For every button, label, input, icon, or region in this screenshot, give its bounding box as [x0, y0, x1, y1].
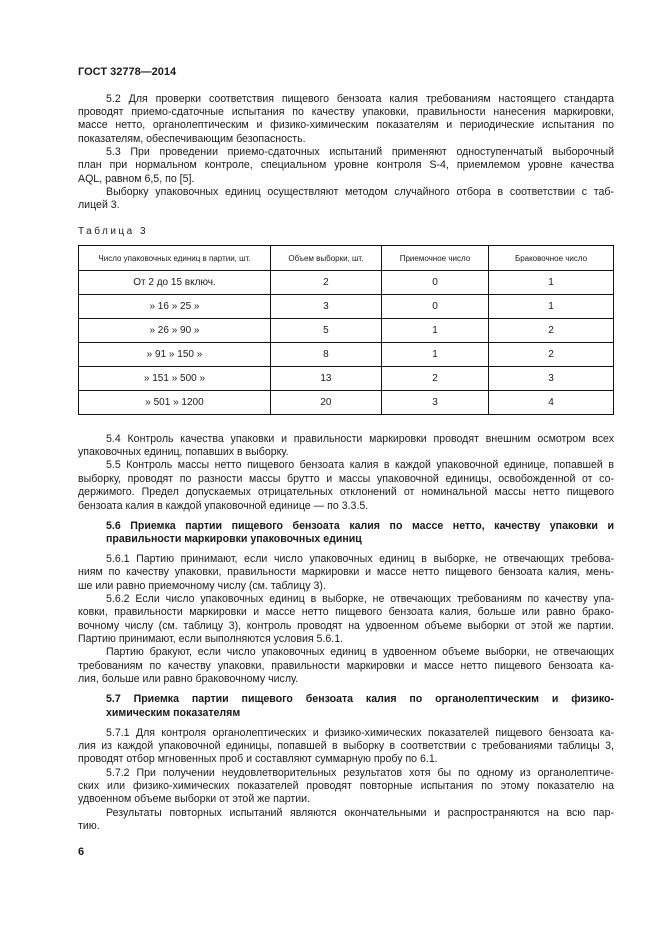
paragraph-line: план при нормальном контроле, специально… — [78, 159, 614, 171]
paragraph-line: ше или равно приемочному числу (см. табл… — [78, 580, 326, 592]
table-cell: » 91 » 150 » — [78, 342, 271, 367]
table-header-row: Число упаковочных единиц в партии, шт. Об… — [78, 245, 614, 271]
column-header: Приемочное число — [380, 245, 490, 271]
paragraph-line: ниям по качеству упаковки, правильности … — [78, 566, 614, 578]
paragraph-line: AQL, равном 6,5, по [5]. — [78, 173, 195, 185]
paragraph-line: лия из каждой упаковочной единицы, попав… — [78, 740, 614, 752]
table-cell: 3 — [488, 366, 614, 391]
paragraph-line: проводят отбор мгновенных проб и составл… — [78, 753, 438, 765]
table-cell: 8 — [269, 342, 382, 367]
column-header: Браковочное число — [488, 245, 614, 271]
table-3: Число упаковочных единиц в партии, шт. Об… — [78, 245, 614, 415]
paragraph-line: массе нетто, органолептическим и физико-… — [78, 119, 614, 131]
paragraph-line: упаковочных единиц, попавших в выборку. — [78, 446, 289, 458]
document-header: ГОСТ 32778—2014 — [78, 66, 177, 78]
page-number: 6 — [78, 846, 85, 858]
section-heading-line: 5.6 Приемка партии пищевого бензоата кал… — [106, 520, 614, 532]
table-cell: 2 — [488, 342, 614, 367]
paragraph-line: вочному числу (см. таблицу 3), контроль … — [78, 620, 614, 632]
paragraph-line: показателям, обеспечивающим безопасность… — [78, 133, 306, 145]
paragraph-line: ских или физико-химических показателей п… — [78, 780, 614, 792]
table-cell: 2 — [488, 318, 614, 343]
table-row: » 16 » 25 » 3 0 1 — [78, 294, 614, 319]
table-cell: » 16 » 25 » — [78, 294, 271, 319]
paragraph-line: лицей 3. — [78, 199, 120, 211]
table-cell: 2 — [269, 270, 382, 295]
section-heading-line: химическим показателям — [106, 707, 241, 719]
table-caption: Таблица 3 — [78, 226, 149, 237]
paragraph-line: Партию бракуют, если число упаковочных е… — [106, 646, 614, 658]
table-cell: » 501 » 1200 — [78, 390, 271, 415]
table-cell: » 151 » 500 » — [78, 366, 271, 391]
paragraph-line: проводят приемо-сдаточные испытания по к… — [78, 106, 614, 118]
table-cell: » 26 » 90 » — [78, 318, 271, 343]
column-header: Число упаковочных единиц в партии, шт. — [78, 245, 271, 271]
table-row: » 26 » 90 » 5 1 2 — [78, 318, 614, 343]
table-cell: 4 — [488, 390, 614, 415]
paragraph-line: требованиям по качеству упаковки, правил… — [78, 660, 614, 672]
paragraph-line: 5.2 Для проверки соответствия пищевого б… — [106, 93, 614, 105]
paragraph-line: Выборку упаковочных единиц осуществляют … — [106, 186, 614, 198]
paragraph-line: Результаты повторных испытаний являются … — [106, 807, 614, 819]
paragraph-line: ковки, правильности маркировки и массе н… — [78, 606, 614, 618]
paragraph-line: 5.7.2 При получении неудовлетворительных… — [106, 767, 614, 779]
paragraph-line: 5.4 Контроль качества упаковки и правиль… — [106, 433, 614, 445]
paragraph-line: выборку, проводят по разности массы брут… — [78, 473, 614, 485]
table-cell: 2 — [380, 366, 490, 391]
table-row: » 91 » 150 » 8 1 2 — [78, 342, 614, 367]
paragraph-line: бензоата калия в каждой упаковочной един… — [78, 500, 369, 512]
table-cell: 3 — [380, 390, 490, 415]
paragraph-line: тию. — [78, 820, 100, 832]
table-cell: От 2 до 15 включ. — [78, 270, 271, 295]
section-heading-line: 5.7 Приемка партии пищевого бензоата кал… — [106, 693, 614, 705]
table-cell: 1 — [380, 342, 490, 367]
table-cell: 5 — [269, 318, 382, 343]
paragraph-line: держимого. Предел допускаемых отрицатель… — [78, 486, 614, 498]
column-header: Объем выборки, шт. — [269, 245, 382, 271]
table-cell: 0 — [380, 294, 490, 319]
table-cell: 1 — [380, 318, 490, 343]
paragraph-line: лия, больше или равно браковочному числу… — [78, 673, 299, 685]
paragraph-line: 5.6.1 Партию принимают, если число упако… — [106, 553, 614, 565]
table-cell: 20 — [269, 390, 382, 415]
table-row: » 151 » 500 » 13 2 3 — [78, 366, 614, 391]
paragraph-line: 5.5 Контроль массы нетто пищевого бензоа… — [106, 459, 614, 471]
paragraph-line: 5.3 При проведении приемо-сдаточных испы… — [106, 146, 614, 158]
table-row: » 501 » 1200 20 3 4 — [78, 390, 614, 415]
paragraph-line: Партию принимают, если выполняются услов… — [78, 633, 344, 645]
table-cell: 1 — [488, 294, 614, 319]
paragraph-line: удвоенном объеме выборки от этой же парт… — [78, 793, 311, 805]
table-cell: 1 — [488, 270, 614, 295]
table-cell: 3 — [269, 294, 382, 319]
paragraph-line: 5.6.2 Если число упаковочных единиц в вы… — [106, 593, 614, 605]
paragraph-line: 5.7.1 Для контроля органолептических и ф… — [106, 727, 614, 739]
table-cell: 13 — [269, 366, 382, 391]
table-cell: 0 — [380, 270, 490, 295]
section-heading-line: правильности маркировки упаковочных един… — [106, 533, 362, 545]
table-row: От 2 до 15 включ. 2 0 1 — [78, 270, 614, 295]
